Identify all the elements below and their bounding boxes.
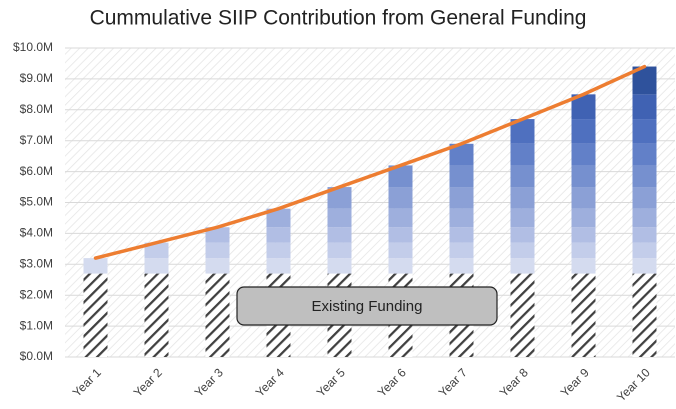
chart-title: Cummulative SIIP Contribution from Gener… xyxy=(90,7,587,30)
bar-segment xyxy=(388,208,413,228)
bar-segment xyxy=(510,143,535,166)
bar-segment xyxy=(510,227,535,243)
bar-segment xyxy=(205,227,230,243)
y-tick-label: $9.0M xyxy=(20,71,53,85)
bar-segment xyxy=(571,227,596,243)
bar-segment xyxy=(632,143,657,166)
x-tick-label: Year 7 xyxy=(436,365,470,399)
bar-segment xyxy=(449,165,474,188)
bar-segment xyxy=(388,187,413,209)
x-tick-label: Year 10 xyxy=(614,365,653,404)
bar-segment xyxy=(632,187,657,209)
bar-segment xyxy=(632,94,657,120)
x-tick-label: Year 3 xyxy=(192,365,226,399)
bar-segment xyxy=(510,165,535,188)
bar-segment xyxy=(449,242,474,259)
bar-segment xyxy=(449,143,474,166)
y-tick-label: $8.0M xyxy=(20,102,53,116)
annotation-box xyxy=(236,286,498,326)
bar-segment xyxy=(327,187,352,209)
x-tick-label: Year 8 xyxy=(497,365,531,399)
bar-segment xyxy=(571,119,596,144)
y-tick-label: $5.0M xyxy=(20,195,53,209)
x-tick-label: Year 2 xyxy=(131,365,165,399)
bar-segment xyxy=(83,258,108,274)
y-tick-label: $3.0M xyxy=(20,256,53,270)
bar-segment xyxy=(510,242,535,259)
bar-segment xyxy=(327,258,352,274)
bar-segment xyxy=(144,242,169,259)
bar-segment xyxy=(83,273,108,357)
x-tick-label: Year 9 xyxy=(558,365,592,399)
bar-segment xyxy=(571,273,596,357)
total-line xyxy=(93,64,647,260)
bar-segment xyxy=(510,273,535,357)
bar-segment xyxy=(388,165,413,188)
bar-segment xyxy=(571,258,596,274)
bar-segment xyxy=(571,165,596,188)
bar-segment xyxy=(327,227,352,243)
bar-segment xyxy=(510,187,535,209)
bar-segment xyxy=(510,208,535,228)
bar-segment xyxy=(510,258,535,274)
bar-segment xyxy=(266,208,291,228)
bar-segment xyxy=(266,227,291,243)
bar-segment xyxy=(571,143,596,166)
bar-segment xyxy=(205,273,230,357)
y-tick-label: $4.0M xyxy=(20,226,53,240)
bar-segment xyxy=(266,242,291,259)
x-tick-label: Year 4 xyxy=(253,365,287,399)
bar-segment xyxy=(632,165,657,188)
bar-segment xyxy=(388,242,413,259)
bar-segment xyxy=(571,208,596,228)
bar-segment xyxy=(632,258,657,274)
bar-segment xyxy=(388,258,413,274)
bar-segment xyxy=(632,273,657,357)
bar-segment xyxy=(632,227,657,243)
bar-segment xyxy=(571,242,596,259)
y-tick-label: $0.0M xyxy=(20,349,53,363)
y-tick-label: $2.0M xyxy=(20,287,53,301)
bar-segment xyxy=(388,227,413,243)
y-tick-label: $10.0M xyxy=(13,40,53,54)
bar-segment xyxy=(327,208,352,228)
bar-segment xyxy=(205,242,230,259)
bar-segment xyxy=(571,187,596,209)
y-tick-label: $7.0M xyxy=(20,133,53,147)
y-tick-label: $1.0M xyxy=(20,318,53,332)
bar-segment xyxy=(449,258,474,274)
bar-segment xyxy=(144,273,169,357)
y-tick-label: $6.0M xyxy=(20,164,53,178)
x-tick-label: Year 6 xyxy=(375,365,409,399)
bar-segment xyxy=(327,242,352,259)
x-tick-label: Year 1 xyxy=(70,365,104,399)
bar-segment xyxy=(449,187,474,209)
x-tick-label: Year 5 xyxy=(314,365,348,399)
bar-segment xyxy=(632,119,657,144)
bar-segment xyxy=(449,208,474,228)
annotation-text: Existing Funding xyxy=(312,298,423,315)
bar-segment xyxy=(632,208,657,228)
bar-segment xyxy=(205,258,230,274)
bar-segment xyxy=(632,242,657,259)
bar-segment xyxy=(144,258,169,274)
bar-segment xyxy=(449,227,474,243)
bar-segment xyxy=(266,258,291,274)
